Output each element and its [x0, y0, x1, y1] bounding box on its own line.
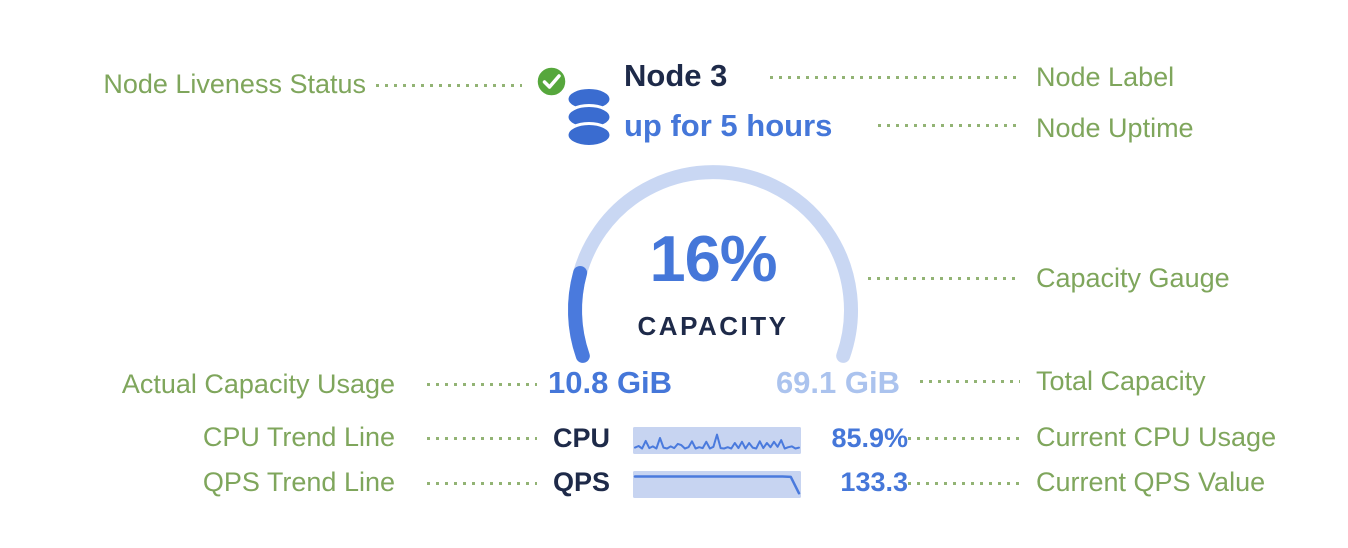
leader-node-liveness-status: [376, 84, 522, 87]
capacity-percent: 16%: [649, 222, 777, 295]
leader-actual-capacity-usage: [427, 383, 537, 386]
capacity-values-row: 10.8 GiB 69.1 GiB: [548, 366, 900, 400]
check-circle-icon: [535, 65, 568, 98]
annotation-current-cpu-usage: Current CPU Usage: [1036, 422, 1277, 452]
capacity-caption: CAPACITY: [637, 311, 789, 341]
annotation-capacity-gauge: Capacity Gauge: [1036, 263, 1230, 293]
leader-qps-trend-line: [427, 482, 537, 485]
leader-node-uptime: [878, 124, 1022, 127]
annotation-qps-trend-line: QPS Trend Line: [202, 467, 395, 497]
gauge-fill: [568, 165, 858, 363]
annotation-total-capacity: Total Capacity: [1036, 366, 1206, 396]
leader-total-capacity: [920, 380, 1020, 383]
used-capacity-value: 10.8 GiB: [548, 365, 673, 400]
qps-sparkline: [633, 471, 801, 498]
leader-current-qps-value: [908, 482, 1020, 485]
node-label: Node 3: [624, 58, 728, 93]
leader-capacity-gauge: [868, 277, 1020, 280]
leader-cpu-trend-line: [427, 437, 537, 440]
leader-current-cpu-usage: [908, 437, 1020, 440]
database-icon: [565, 86, 613, 148]
cpu-sparkline: [633, 427, 801, 454]
annotation-actual-capacity-usage: Actual Capacity Usage: [121, 369, 395, 399]
capacity-gauge: [568, 165, 858, 363]
node-uptime: up for 5 hours: [624, 108, 833, 143]
annotation-node-uptime: Node Uptime: [1036, 113, 1194, 143]
qps-value: 133.3: [840, 467, 908, 497]
cpu-label: CPU: [553, 423, 611, 453]
annotation-cpu-trend-line: CPU Trend Line: [202, 422, 395, 452]
total-capacity-value: 69.1 GiB: [775, 365, 900, 400]
annotation-current-qps-value: Current QPS Value: [1036, 467, 1266, 497]
qps-label: QPS: [553, 467, 611, 497]
leader-node-label: [770, 76, 1022, 79]
cpu-value: 85.9%: [831, 423, 908, 453]
annotation-node-liveness-status: Node Liveness Status: [103, 69, 366, 99]
annotation-node-label: Node Label: [1036, 62, 1175, 92]
